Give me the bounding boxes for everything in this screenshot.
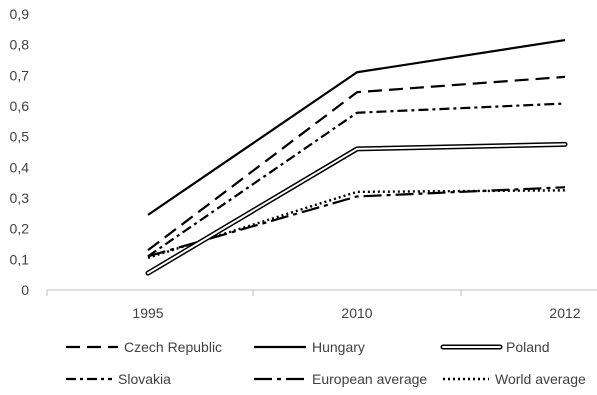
- legend-item-hungary: Hungary: [254, 339, 365, 355]
- legend-label: Slovakia: [118, 371, 171, 387]
- series-line-poland-inner: [147, 143, 566, 275]
- y-tick-label: 0,8: [10, 37, 30, 53]
- x-tick-label: 2010: [341, 305, 372, 321]
- y-tick-label: 0: [21, 282, 29, 298]
- legend-item-slovakia: Slovakia: [66, 371, 171, 387]
- legend-label: Czech Republic: [124, 339, 222, 355]
- legend-item-world-average: World average: [443, 371, 586, 387]
- series-line-european-average: [147, 186, 566, 258]
- x-tick-label: 1995: [132, 305, 163, 321]
- y-tick-label: 0,3: [10, 190, 30, 206]
- legend-item-poland: Poland: [440, 339, 550, 355]
- series-layer: [145, 38, 568, 276]
- series-line-hungary: [147, 38, 566, 216]
- series-line-czech-republic: [147, 75, 566, 252]
- legend: Czech Republic Hungary Poland Slovakia Europ…: [66, 339, 586, 387]
- x-axis: 1995 2010 2012: [46, 289, 597, 321]
- legend-item-czech-republic: Czech Republic: [66, 339, 222, 355]
- series-line-world-average: [147, 189, 566, 259]
- y-tick-label: 0,4: [10, 159, 30, 175]
- y-tick-label: 0,6: [10, 98, 30, 114]
- legend-label: World average: [495, 371, 586, 387]
- y-tick-label: 0,7: [10, 67, 30, 83]
- y-tick-label: 0,2: [10, 221, 30, 237]
- series-line-slovakia: [147, 102, 566, 258]
- x-tick-label: 2012: [549, 305, 580, 321]
- y-tick-label: 0,1: [10, 251, 30, 267]
- legend-item-european-average: European average: [254, 371, 427, 387]
- legend-label: Poland: [506, 339, 550, 355]
- series-line-poland-outer: [145, 141, 568, 276]
- series-line-poland: [145, 141, 568, 276]
- y-axis: 0 0,1 0,2 0,3 0,4 0,5 0,6 0,7 0,8 0,9: [10, 6, 30, 298]
- legend-label: European average: [312, 371, 427, 387]
- legend-label: Hungary: [312, 339, 365, 355]
- y-tick-label: 0,9: [10, 6, 30, 22]
- y-tick-label: 0,5: [10, 129, 30, 145]
